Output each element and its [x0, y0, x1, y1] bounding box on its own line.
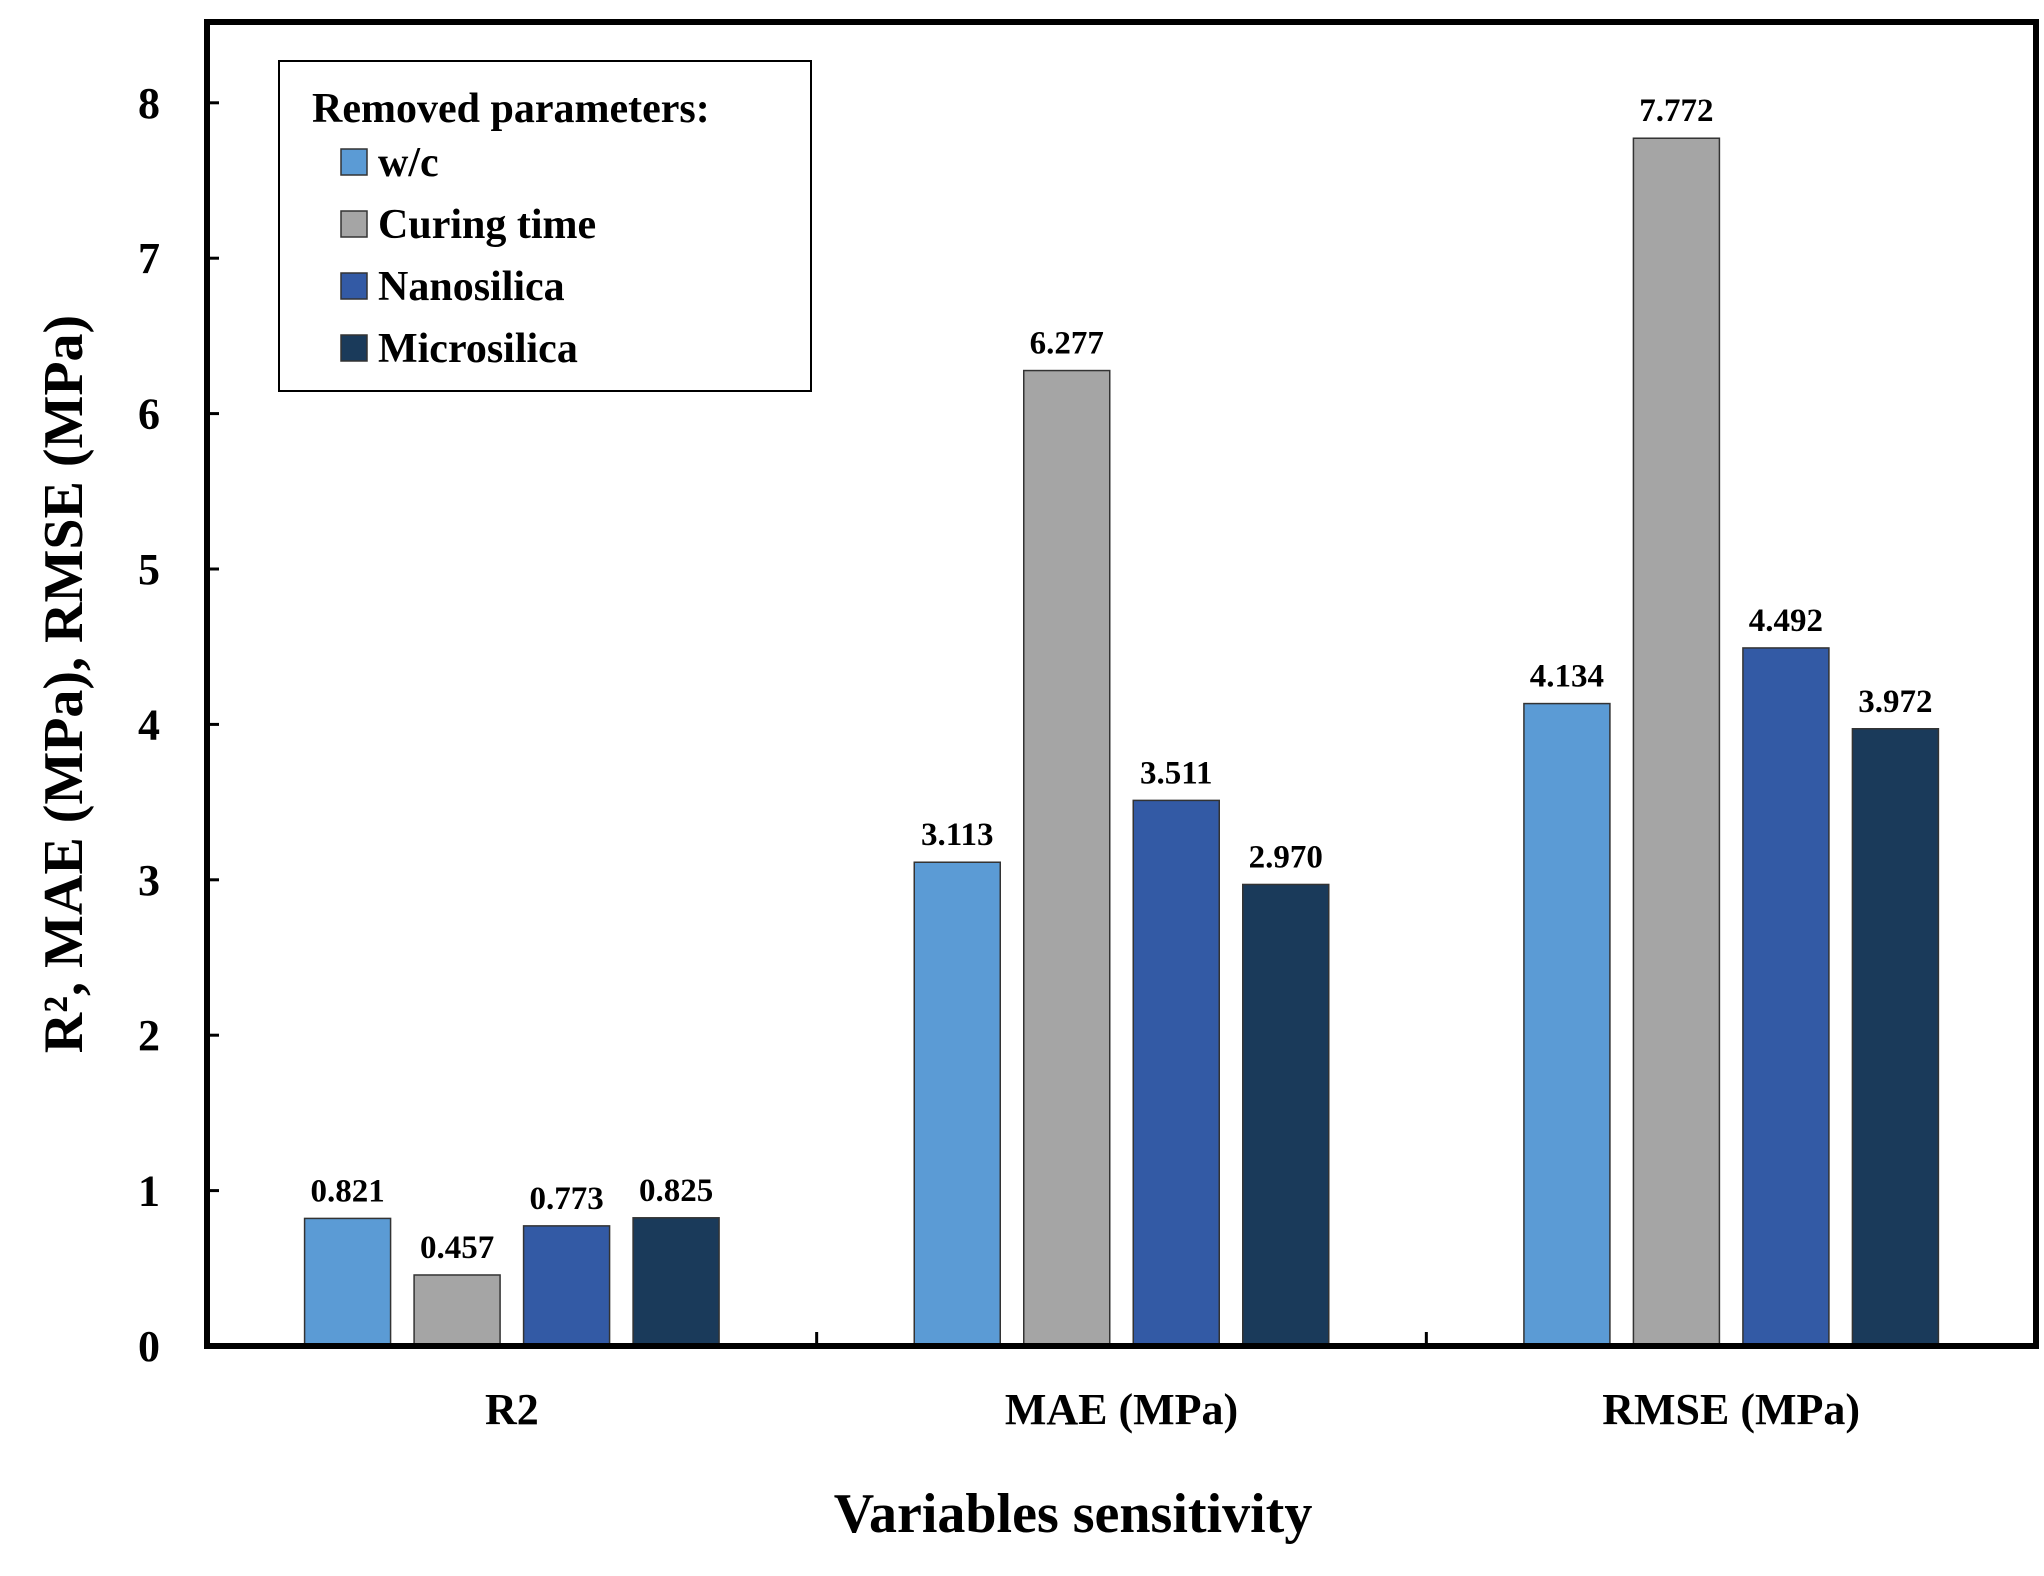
bar-curing-time-mae-mpa [1023, 369, 1111, 1347]
legend-label: Curing time [378, 202, 596, 248]
data-label: 4.134 [1530, 659, 1604, 695]
bar-w-c-mae-mpa [913, 861, 1001, 1347]
y-tick-label: 8 [138, 79, 160, 128]
y-tick-label: 7 [138, 234, 160, 283]
legend-swatch [340, 334, 368, 362]
y-tick-label: 6 [138, 390, 160, 439]
legend: Removed parameters: w/c Curing time Nanosi… [278, 60, 812, 392]
data-label: 0.773 [529, 1181, 603, 1217]
y-axis: 0 1 2 3 4 5 6 7 8 [138, 79, 219, 1371]
bar-nanosilica-mae-mpa [1132, 799, 1220, 1347]
data-label: 3.511 [1140, 755, 1212, 791]
x-axis: R2 MAE (MPa) RMSE (MPa) [485, 1332, 1860, 1434]
data-label: 0.821 [310, 1173, 384, 1209]
legend-title: Removed parameters: [312, 86, 710, 132]
bars-layer [303, 137, 1940, 1347]
bar-microsilica-rmse-mpa [1851, 728, 1940, 1347]
y-tick-label: 1 [138, 1167, 160, 1216]
legend-label: Nanosilica [378, 264, 565, 310]
bar-nanosilica-rmse-mpa [1742, 647, 1830, 1347]
data-label: 3.113 [921, 817, 993, 853]
data-labels-layer: 0.821 0.457 0.773 0.825 3.113 6.277 3.511 2.970… [310, 93, 1932, 1266]
bar-microsilica-mae-mpa [1242, 883, 1330, 1347]
bar-w-c-r2 [303, 1217, 392, 1347]
data-label: 2.970 [1249, 839, 1323, 875]
bar-curing-time-rmse-mpa [1632, 137, 1721, 1347]
data-label: 0.457 [420, 1230, 494, 1266]
plot-frame [204, 19, 2039, 1349]
bar-nanosilica-r2 [522, 1225, 611, 1347]
x-axis-title: Variables sensitivity [834, 1483, 1313, 1545]
x-category-label: RMSE (MPa) [1602, 1385, 1860, 1434]
y-tick-label: 4 [138, 700, 160, 749]
data-label: 7.772 [1639, 93, 1713, 129]
legend-label: Microsilica [378, 326, 578, 372]
y-tick-label: 2 [138, 1011, 160, 1060]
data-label: 4.492 [1749, 603, 1823, 639]
data-label: 0.825 [639, 1173, 713, 1209]
bar-curing-time-r2 [413, 1274, 501, 1347]
legend-swatch [340, 210, 368, 238]
y-tick-label: 0 [138, 1322, 160, 1371]
y-tick-label: 3 [138, 856, 160, 905]
bar-microsilica-r2 [632, 1217, 720, 1347]
data-label: 6.277 [1030, 326, 1104, 362]
x-category-label: R2 [485, 1385, 539, 1434]
legend-swatch [340, 272, 368, 300]
legend-swatch [340, 148, 368, 176]
legend-label: w/c [378, 140, 439, 186]
x-category-label: MAE (MPa) [1005, 1385, 1238, 1434]
y-tick-label: 5 [138, 545, 160, 594]
y-axis-title: R², MAE (MPa), RMSE (MPa) [33, 315, 95, 1053]
legend-items: w/c Curing time Nanosilica Microsilica [340, 140, 596, 372]
data-label: 3.972 [1858, 684, 1932, 720]
bar-w-c-rmse-mpa [1523, 702, 1611, 1347]
